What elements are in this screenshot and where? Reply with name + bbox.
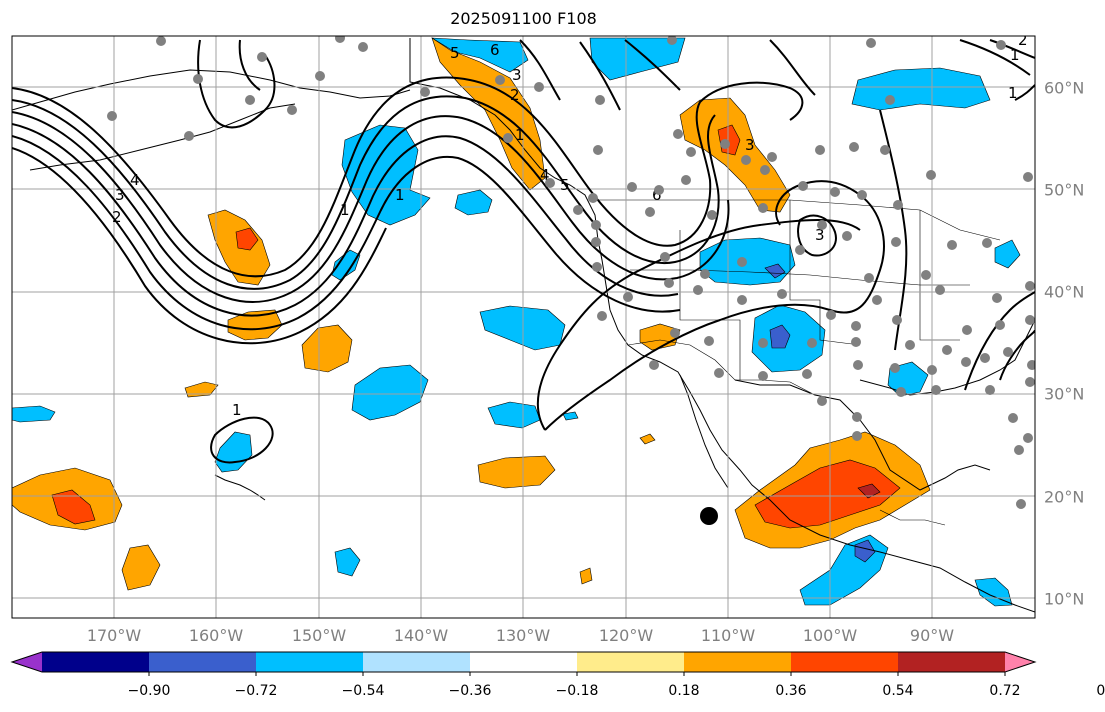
colorbar-tick-label: −0.18 [556,683,599,699]
colorbar-segment [898,652,1006,672]
colorbar-segment [791,652,899,672]
colorbar-segment [577,652,685,672]
contour-label: 5 [450,44,460,62]
colorbar-segment [256,652,364,672]
center-marker [700,507,718,525]
contour-label: 3 [745,136,755,154]
contour-label: 1 [1008,84,1018,102]
contour-label: 1 [232,401,242,419]
colorbar-tick-label: −0.90 [128,683,171,699]
colorbar-segment [42,652,150,672]
lat-label: 50°N [1044,181,1084,200]
lat-label: 40°N [1044,283,1084,302]
colorbar-tick-label: −0.36 [449,683,492,699]
colorbar [12,652,1105,676]
contour-label: 6 [490,41,500,59]
lon-label: 170°W [87,626,141,645]
lon-label: 130°W [496,626,550,645]
contour-label: 2 [1018,31,1028,49]
lat-label: 30°N [1044,385,1084,404]
colorbar-tick-label: 0.18 [668,683,699,699]
colorbar-max-arrow [1005,652,1035,672]
lon-label: 120°W [599,626,653,645]
contour-label: 4 [130,171,140,189]
colorbar-min-arrow [12,652,42,672]
colorbar-segment [149,652,257,672]
contour-label: 1 [515,126,525,144]
lon-label: 150°W [292,626,346,645]
contour-label: 5 [560,176,570,194]
contour-label: 2 [112,208,122,226]
colorbar-tick-label: 0.72 [989,683,1020,699]
lon-label: 90°W [910,626,954,645]
lon-label: 110°W [701,626,755,645]
colorbar-tick-label: 0.36 [775,683,806,699]
lon-label: 160°W [189,626,243,645]
contour-label: 2 [510,86,520,104]
contour-label: 1 [340,201,350,219]
contour-label: 1 [395,186,405,204]
lon-label: 100°W [803,626,857,645]
contour-label: 3 [115,186,125,204]
colorbar-segment [470,652,578,672]
lon-label: 140°W [394,626,448,645]
colorbar-tick-label: 0.90 [1096,683,1105,699]
lat-label: 20°N [1044,488,1084,507]
colorbar-tick-label: −0.72 [235,683,278,699]
colorbar-segment [363,652,471,672]
lat-label: 10°N [1044,590,1084,609]
colorbar-segment [684,652,792,672]
contour-label: 3 [512,66,522,84]
colorbar-tick-label: 0.54 [882,683,913,699]
colorbar-tick-label: −0.54 [342,683,385,699]
lat-label: 60°N [1044,79,1084,98]
